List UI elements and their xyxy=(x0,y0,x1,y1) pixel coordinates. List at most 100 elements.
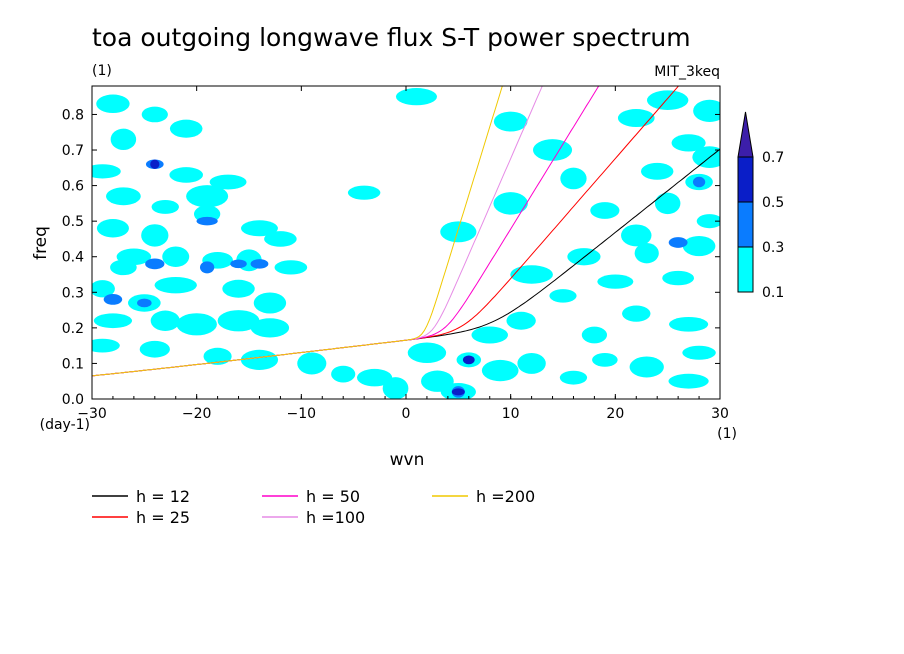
contour-blob xyxy=(471,326,508,344)
x-unit-label: (1) xyxy=(717,426,737,442)
contour-blob xyxy=(297,352,327,375)
contour-blob xyxy=(517,352,546,374)
colorbar-label: 0.7 xyxy=(762,150,784,166)
contour-blob xyxy=(682,235,716,257)
dispersion-curve-h200 xyxy=(92,86,503,377)
y-tick-label: 0.7 xyxy=(62,143,84,159)
contour-blob xyxy=(382,377,409,399)
colorbar-segment xyxy=(737,246,754,293)
contour-blob xyxy=(462,355,475,365)
y-tick-label: 0.4 xyxy=(62,250,84,266)
contour-blob xyxy=(154,276,197,294)
colorbar-label: 0.3 xyxy=(762,240,784,256)
y-axis-label: freq xyxy=(31,226,51,260)
contour-blob xyxy=(560,167,587,190)
legend: h = 12 h = 25 h = 50 h =100 h =200 xyxy=(92,487,535,527)
chart-subtitle-left: (1) xyxy=(92,63,112,79)
contour-blob xyxy=(662,270,695,286)
contour-blob xyxy=(196,216,218,226)
contour-blob xyxy=(395,88,437,106)
contour-blob xyxy=(162,246,190,267)
contour-fill-layer xyxy=(92,88,720,399)
contour-blob xyxy=(199,261,215,274)
x-tick-label: −20 xyxy=(182,406,212,422)
contour-blob xyxy=(169,119,203,138)
contour-blob xyxy=(93,313,133,329)
contour-blob xyxy=(250,318,290,338)
colorbar: 0.7 0.5 0.3 0.1 xyxy=(737,111,784,301)
legend-label: h = 12 xyxy=(136,487,190,506)
contour-blob xyxy=(668,237,688,248)
y-tick-label: 0.5 xyxy=(62,214,84,230)
contour-blob xyxy=(176,313,217,336)
colorbar-segment xyxy=(737,156,754,203)
contour-blob xyxy=(671,134,706,152)
contour-blob xyxy=(274,260,308,275)
contour-blob xyxy=(331,365,356,383)
contour-blob xyxy=(407,342,447,364)
colorbar-label: 0.1 xyxy=(762,285,784,301)
contour-blob xyxy=(264,231,297,247)
y-unit-label: (day-1) xyxy=(40,417,90,433)
contour-blob xyxy=(103,294,123,305)
x-axis: −30 −20 −10 0 10 20 30 xyxy=(77,86,729,422)
colorbar-label: 0.5 xyxy=(762,195,784,211)
contour-blob xyxy=(145,258,165,270)
x-tick-label: 30 xyxy=(711,406,729,422)
contour-blob xyxy=(141,224,169,247)
x-tick-label: −10 xyxy=(287,406,317,422)
x-axis-label: wvn xyxy=(390,450,425,470)
contour-blob xyxy=(141,106,168,123)
contour-blob xyxy=(617,109,655,128)
contour-blob xyxy=(150,159,160,169)
contour-blob xyxy=(549,289,577,303)
chart-title: toa outgoing longwave flux S-T power spe… xyxy=(92,23,691,52)
colorbar-triangle xyxy=(737,111,754,158)
contour-blob xyxy=(669,316,709,332)
contour-blob xyxy=(92,338,120,353)
x-tick-label: 0 xyxy=(402,406,411,422)
y-tick-label: 0.3 xyxy=(62,285,84,301)
contour-blob xyxy=(139,340,170,358)
contour-blob xyxy=(646,90,689,111)
contour-blob xyxy=(440,221,477,243)
contour-blob xyxy=(241,220,278,237)
contour-blob xyxy=(137,298,152,308)
contour-blob xyxy=(92,164,121,179)
contour-blob xyxy=(222,279,255,298)
y-tick-label: 0.0 xyxy=(62,392,84,408)
x-tick-label: 10 xyxy=(502,406,520,422)
dispersion-curves xyxy=(92,86,720,377)
y-tick-label: 0.6 xyxy=(62,179,84,195)
contour-blob xyxy=(106,187,141,206)
contour-blob xyxy=(506,311,536,330)
contour-blob xyxy=(668,373,709,389)
contour-blob xyxy=(693,99,720,122)
y-tick-label: 0.1 xyxy=(62,356,84,372)
contour-blob xyxy=(510,265,553,284)
contour-blob xyxy=(592,353,618,367)
contour-blob xyxy=(581,326,608,344)
y-tick-label: 0.2 xyxy=(62,321,84,337)
contour-blob xyxy=(356,368,393,387)
contour-blob xyxy=(654,192,681,215)
contour-blob xyxy=(692,176,706,188)
x-tick-label: −30 xyxy=(77,406,107,422)
contour-blob xyxy=(640,162,674,180)
contour-blob xyxy=(209,174,247,190)
chart-subtitle-right: MIT_3keq xyxy=(654,64,720,80)
contour-blob xyxy=(186,185,229,208)
x-tick-label: 20 xyxy=(606,406,624,422)
contour-blob xyxy=(682,345,716,360)
legend-label: h =200 xyxy=(476,487,535,506)
contour-blob xyxy=(150,310,180,331)
contour-blob xyxy=(217,310,260,332)
contour-blob xyxy=(532,139,573,161)
contour-blob xyxy=(151,199,179,214)
colorbar-segment xyxy=(737,201,754,248)
contour-blob xyxy=(96,94,130,114)
y-axis: 0.0 0.1 0.2 0.3 0.4 0.5 0.6 0.7 0.8 xyxy=(62,107,720,408)
contour-blob xyxy=(96,219,129,238)
contour-blob xyxy=(92,280,115,298)
